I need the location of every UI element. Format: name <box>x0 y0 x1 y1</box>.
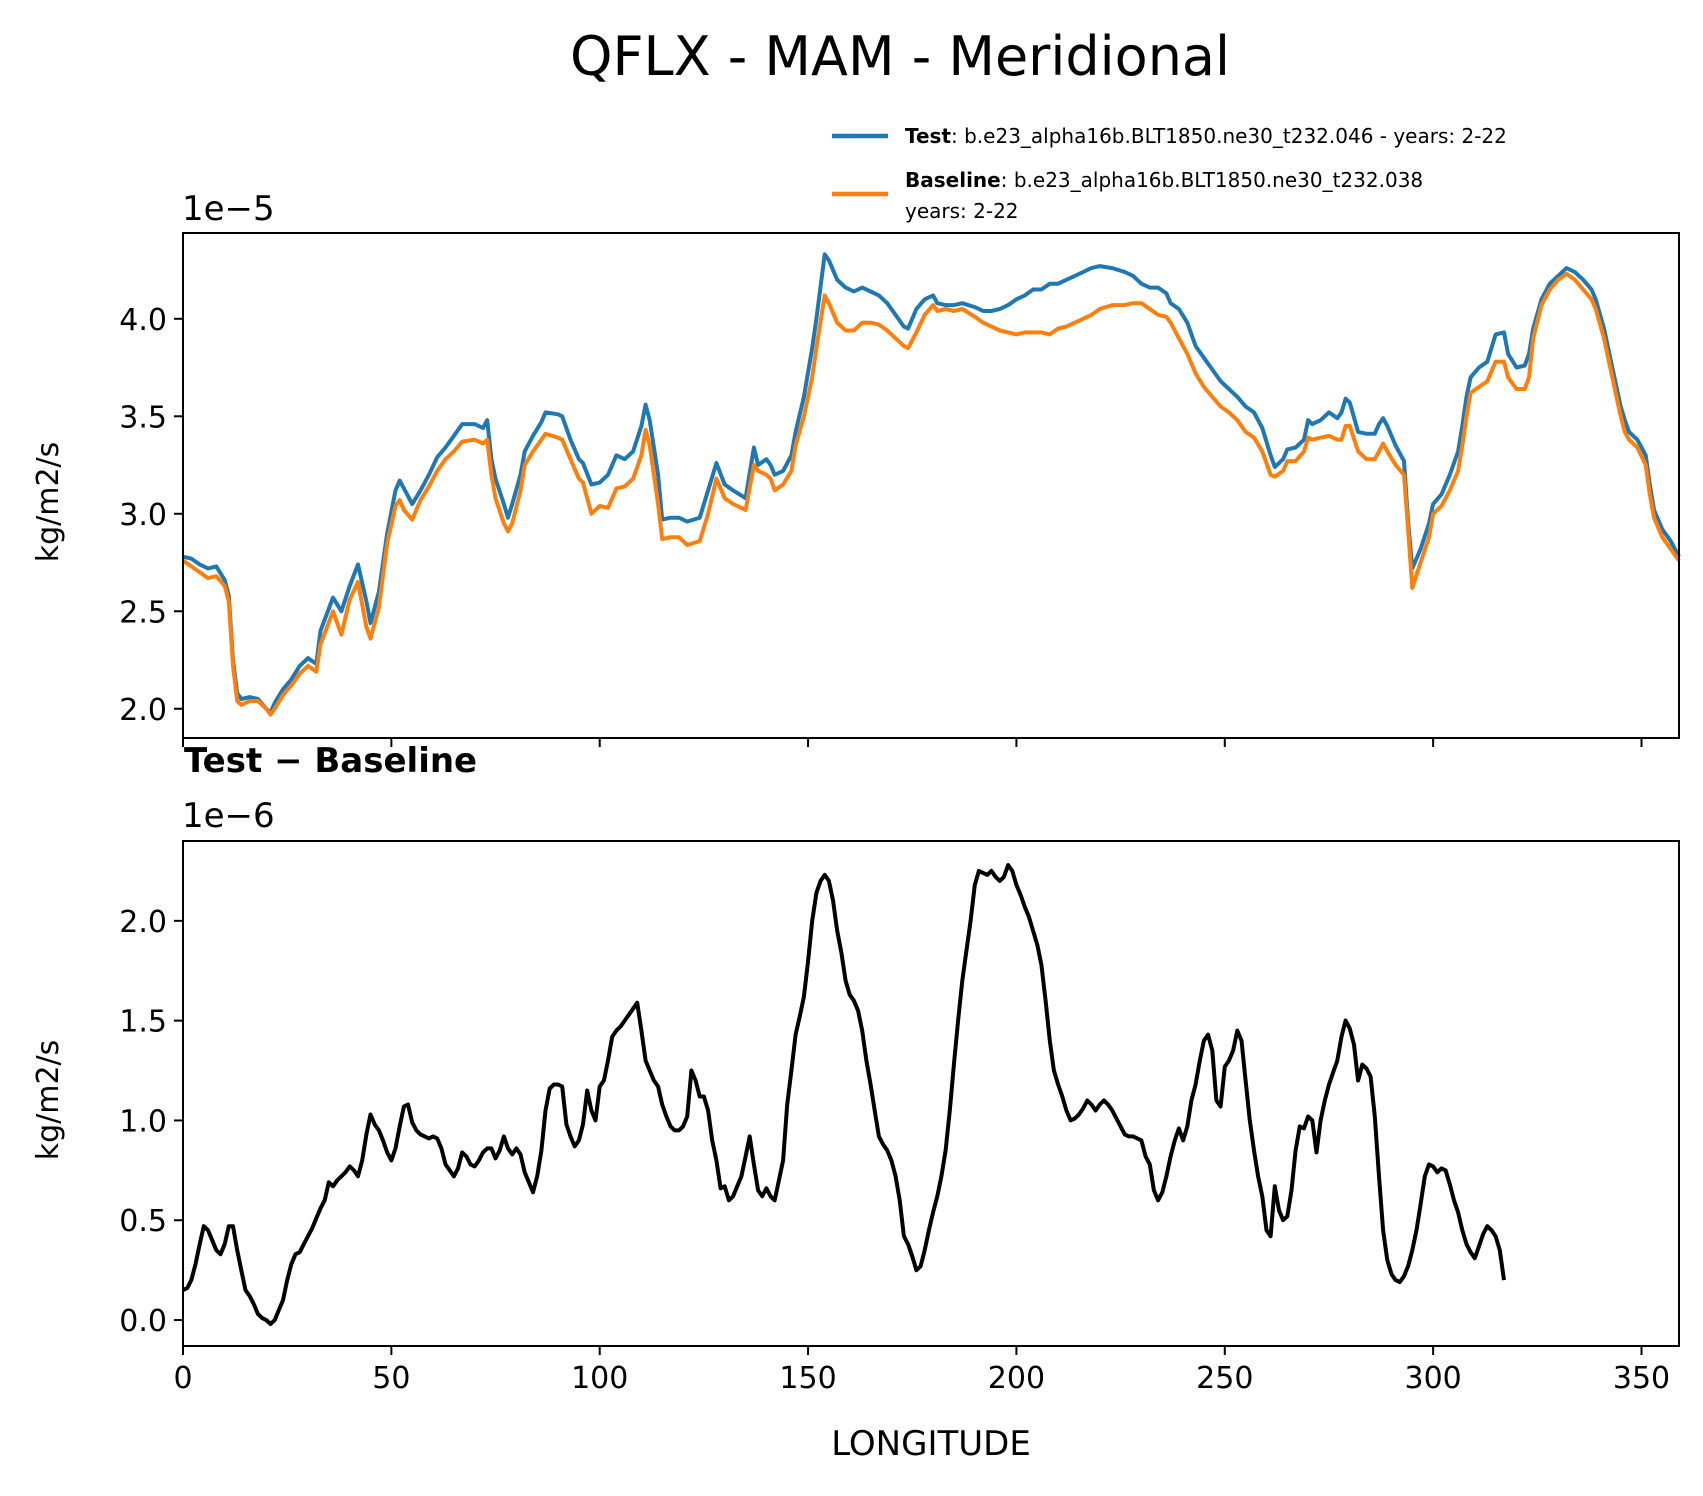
x-tick-label: 50 <box>372 1361 410 1396</box>
x-tick-label: 200 <box>988 1361 1045 1396</box>
y-tick-label: 2.5 <box>119 595 167 630</box>
y-tick-label: 4.0 <box>119 303 167 338</box>
legend-label-test-text: : b.e23_alpha16b.BLT1850.ne30_t232.046 -… <box>951 124 1507 148</box>
bottom-series <box>182 863 1506 1326</box>
bottom-panel: Test − Baseline 1e−6 kg/m2/s LONGITUDE 0… <box>31 741 1680 1464</box>
bottom-y-axis-label: kg/m2/s <box>31 1040 66 1161</box>
x-axis-label: LONGITUDE <box>831 1424 1031 1464</box>
top-plot-frame <box>182 232 1680 739</box>
legend-label-test-bold: Test <box>905 124 951 148</box>
legend-label-test: Test: b.e23_alpha16b.BLT1850.ne30_t232.0… <box>905 124 1507 148</box>
x-tick-label: 0 <box>173 1361 192 1396</box>
top-ticks: 2.0 2.5 3.0 3.5 4.0 <box>119 303 1643 747</box>
y-tick-label: 3.5 <box>119 400 167 435</box>
x-tick-label: 300 <box>1405 1361 1462 1396</box>
x-tick-label: 150 <box>779 1361 836 1396</box>
y-tick-label: 0.5 <box>119 1204 167 1239</box>
bottom-panel-title: Test − Baseline <box>184 741 477 781</box>
bottom-plot-frame <box>182 840 1680 1347</box>
series-line-test-baseline <box>182 863 1506 1326</box>
legend-label-baseline-text: : b.e23_alpha16b.BLT1850.ne30_t232.038 <box>1001 168 1423 192</box>
series-line-baseline <box>181 271 1681 717</box>
y-tick-label: 3.0 <box>119 498 167 533</box>
top-y-axis-label: kg/m2/s <box>31 442 66 563</box>
bottom-ticks: 0.0 0.5 1.0 1.5 2.0 0 50 100 150 200 250 300 350 <box>119 905 1670 1396</box>
series-line-test <box>182 252 1681 715</box>
x-tick-label: 250 <box>1196 1361 1253 1396</box>
top-offset-label: 1e−5 <box>182 189 275 229</box>
y-tick-label: 1.5 <box>119 1005 167 1040</box>
y-tick-label: 2.0 <box>119 905 167 940</box>
legend: Test: b.e23_alpha16b.BLT1850.ne30_t232.0… <box>832 124 1507 223</box>
bottom-offset-label: 1e−6 <box>182 796 275 836</box>
y-tick-label: 0.0 <box>119 1304 167 1339</box>
x-tick-label: 350 <box>1613 1361 1670 1396</box>
legend-label-baseline-bold: Baseline <box>905 168 1001 192</box>
legend-label-baseline-years: years: 2-22 <box>905 199 1019 223</box>
y-tick-label: 1.0 <box>119 1104 167 1139</box>
top-series <box>181 252 1681 717</box>
x-tick-label: 100 <box>571 1361 628 1396</box>
legend-label-baseline: Baseline: b.e23_alpha16b.BLT1850.ne30_t2… <box>905 168 1423 192</box>
figure-title: QFLX - MAM - Meridional <box>570 25 1230 88</box>
y-tick-label: 2.0 <box>119 693 167 728</box>
top-panel: 1e−5 kg/m2/s 2.0 2.5 3.0 3.5 4.0 <box>31 189 1681 747</box>
